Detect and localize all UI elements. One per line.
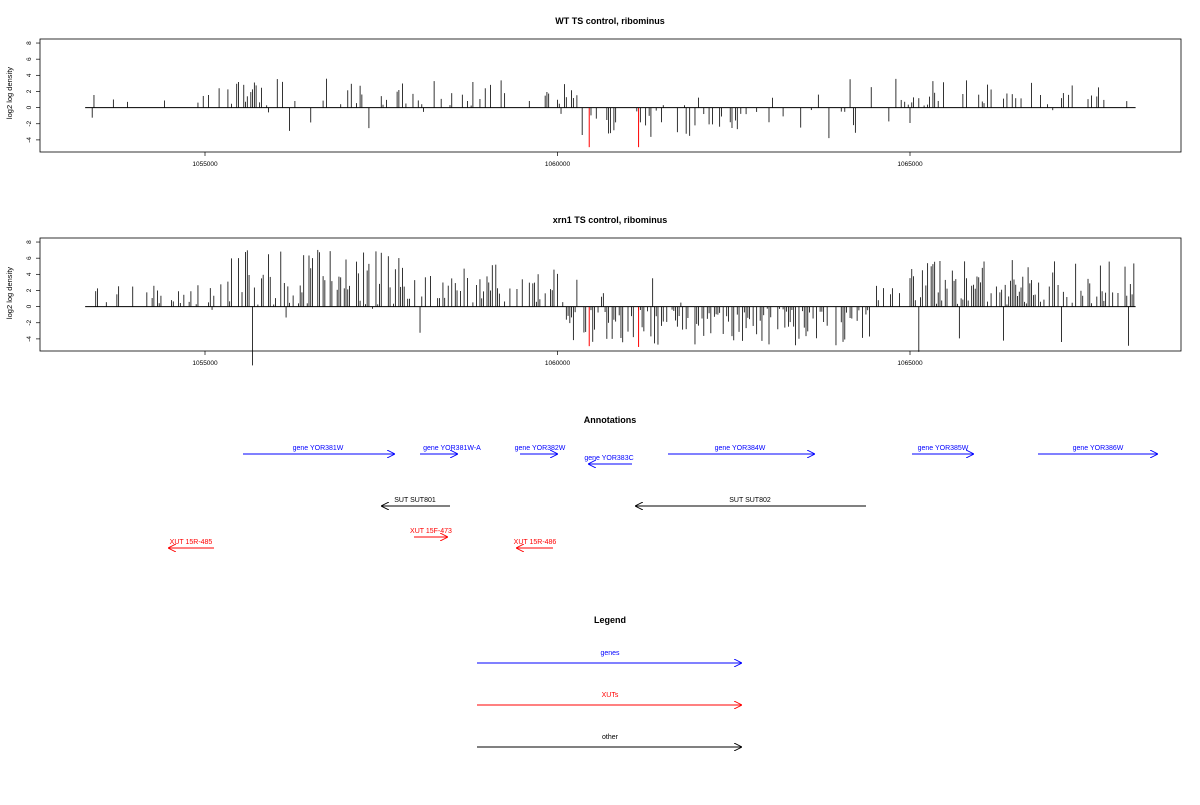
annotation-gene: gene YOR385W (912, 445, 974, 454)
annotation-gene: gene YOR383C (584, 455, 634, 464)
annotation-other: SUT SUT802 (635, 497, 866, 506)
annotation-label: XUT 15R-486 (514, 539, 557, 546)
annotation-label: gene YOR386W (1073, 445, 1124, 452)
x-tick-label: 1060000 (545, 161, 571, 168)
legend-label: XUTs (602, 692, 619, 699)
annotation-label: XUT 15F-473 (410, 528, 452, 535)
y-tick-label: 6 (26, 256, 33, 260)
wt-track-title: WT TS control, ribominus (555, 16, 665, 26)
xrn1-y-axis: -4 -2 0 2 4 6 8 (26, 240, 40, 342)
xrn1-bars (95, 249, 1135, 366)
legend-panel: Legend genes XUTs other (477, 615, 742, 747)
x-tick-label: 1065000 (897, 161, 923, 168)
legend-title: Legend (594, 615, 626, 625)
annotation-label: gene YOR385W (918, 445, 969, 452)
annotation-label: SUT SUT801 (394, 497, 436, 504)
annotation-label: gene YOR381W (293, 445, 344, 452)
annotations-panel: Annotations gene YOR381W gene YOR381W-A ge… (168, 415, 1158, 548)
legend-label: genes (600, 650, 620, 657)
legend-item-xut: XUTs (477, 692, 742, 705)
wt-plot-frame (39, 38, 1182, 153)
annotation-items: gene YOR381W gene YOR381W-A gene YOR382W ge… (168, 445, 1158, 548)
annotation-gene: gene YOR386W (1038, 445, 1158, 454)
y-tick-label: -2 (26, 319, 33, 325)
y-tick-label: -4 (26, 137, 33, 143)
y-tick-label: 4 (26, 272, 33, 276)
y-tick-label: 0 (26, 105, 33, 109)
y-tick-label: -4 (26, 336, 33, 342)
annotation-other: SUT SUT801 (381, 497, 450, 506)
annotation-gene: gene YOR384W (668, 445, 815, 454)
y-tick-label: 8 (26, 240, 33, 244)
y-tick-label: 8 (26, 41, 33, 45)
annotation-label: gene YOR384W (715, 445, 766, 452)
wt-bars (91, 78, 1128, 148)
xrn1-y-axis-label: log2 log density (5, 267, 14, 319)
legend-items: genes XUTs other (477, 650, 742, 747)
wt-y-axis-label: log2 log density (5, 67, 14, 119)
annotation-gene: gene YOR381W (243, 445, 395, 454)
annotations-title: Annotations (584, 415, 637, 425)
y-tick-label: 0 (26, 304, 33, 308)
wt-x-axis: 1055000 1060000 1065000 (192, 152, 923, 168)
annotation-label: SUT SUT802 (729, 497, 771, 504)
y-tick-label: -2 (26, 120, 33, 126)
annotation-label: gene YOR381W-A (423, 445, 481, 452)
xrn1-track-title: xrn1 TS control, ribominus (553, 215, 668, 225)
annotation-gene: gene YOR382W (515, 445, 566, 454)
x-tick-label: 1055000 (192, 161, 218, 168)
annotation-label: gene YOR382W (515, 445, 566, 452)
x-tick-label: 1065000 (897, 360, 923, 367)
annotation-label: gene YOR383C (584, 455, 633, 462)
annotation-xut: XUT 15R-486 (514, 539, 557, 548)
legend-item-other: other (477, 734, 742, 747)
y-tick-label: 2 (26, 288, 33, 292)
annotation-gene: gene YOR381W-A (420, 445, 481, 454)
annotation-label: XUT 15R-485 (170, 539, 213, 546)
y-tick-label: 6 (26, 57, 33, 61)
xrn1-track-panel: xrn1 TS control, ribominus log2 log dens… (5, 215, 1182, 367)
y-tick-label: 2 (26, 89, 33, 93)
x-tick-label: 1060000 (545, 360, 571, 367)
x-tick-label: 1055000 (192, 360, 218, 367)
xrn1-plot-frame (39, 237, 1182, 352)
y-tick-label: 4 (26, 73, 33, 77)
wt-y-axis: -4 -2 0 2 4 6 8 (26, 41, 40, 143)
xrn1-x-axis: 1055000 1060000 1065000 (192, 351, 923, 367)
legend-label: other (602, 734, 619, 741)
legend-item-gene: genes (477, 650, 742, 663)
annotation-xut: XUT 15R-485 (168, 539, 214, 548)
wt-track-panel: WT TS control, ribominus log2 log densit… (5, 16, 1182, 168)
annotation-xut: XUT 15F-473 (410, 528, 452, 537)
